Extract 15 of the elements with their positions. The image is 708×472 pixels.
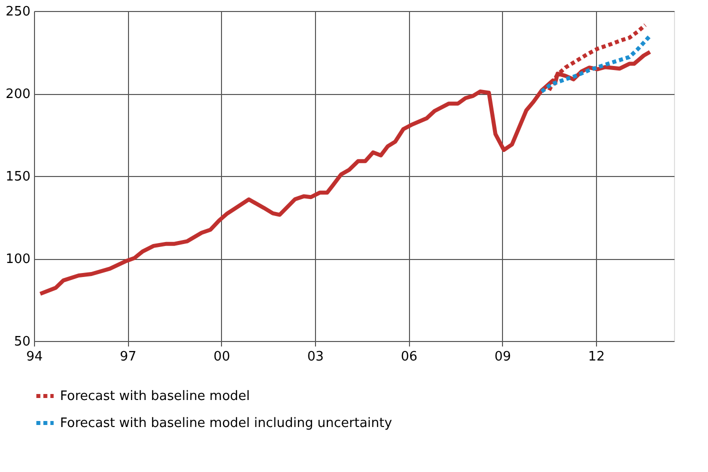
y-tick-label: 50 — [14, 334, 30, 350]
y-tick-label: 250 — [6, 4, 30, 20]
x-tick-label: 12 — [588, 350, 605, 364]
legend-label: Forecast with baseline model — [60, 389, 250, 404]
x-tick-label: 97 — [120, 350, 136, 364]
x-tick-label: 03 — [307, 350, 324, 364]
x-tick-label: 94 — [26, 350, 43, 364]
x-tick-label: 06 — [400, 350, 418, 364]
line-series — [540, 34, 652, 94]
y-tick-label: 200 — [6, 87, 30, 102]
y-tick-label: 150 — [6, 170, 30, 184]
legend-label: Forecast with baseline model including uncertainty — [60, 416, 392, 431]
y-tick-label: 100 — [6, 252, 30, 267]
x-tick-label: 09 — [494, 350, 512, 364]
x-tick-label: 00 — [214, 350, 230, 364]
